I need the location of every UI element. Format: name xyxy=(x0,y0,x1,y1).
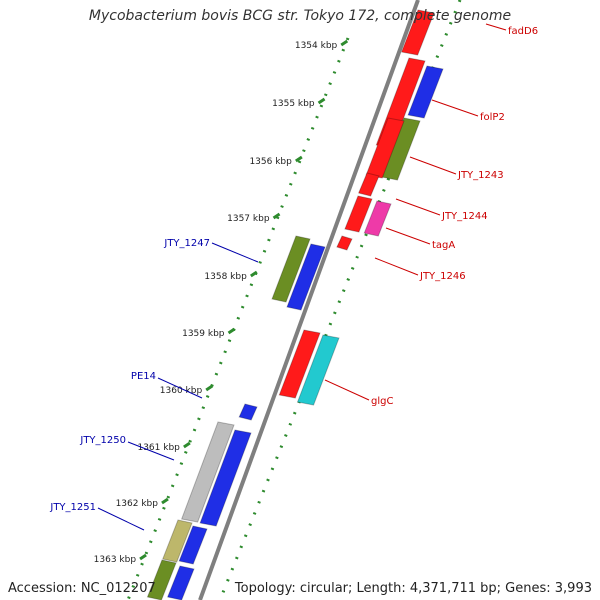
label-leader-line xyxy=(409,156,457,175)
label-leader-line xyxy=(395,198,441,216)
gene-label-pe14: PE14 xyxy=(131,371,156,382)
kbp-label: 1363 kbp xyxy=(94,555,137,565)
gene-glgC-red-arrow xyxy=(278,329,321,399)
gene-label-fadd6: fadD6 xyxy=(508,26,538,37)
gene-JTY-1244-arrow xyxy=(357,172,380,197)
gene-label-folp2: folP2 xyxy=(480,112,505,123)
kbp-tick xyxy=(227,327,236,335)
topology-label: Topology: circular; Length: 4,371,711 bp… xyxy=(234,581,592,596)
kbp-label: 1361 kbp xyxy=(137,443,180,453)
kbp-label: 1358 kbp xyxy=(204,272,247,282)
gene-label-jty-1251: JTY_1251 xyxy=(49,502,96,513)
label-leader-line xyxy=(211,242,259,263)
gene-tagA-arrow xyxy=(363,200,392,237)
gene-label-taga: tagA xyxy=(432,240,455,251)
kbp-tick xyxy=(295,155,303,163)
kbp-tick xyxy=(317,97,326,105)
map-title: Mycobacterium bovis BCG str. Tokyo 172, … xyxy=(88,8,512,24)
kbp-tick xyxy=(183,441,191,449)
gene-red-small-arrow xyxy=(344,195,373,233)
genome-backbone xyxy=(198,0,420,600)
gene-olive-lower-arrow xyxy=(146,559,177,600)
label-leader-line xyxy=(97,507,145,531)
label-leader-line xyxy=(385,227,431,245)
kbp-label: 1360 kbp xyxy=(160,386,203,396)
gene-PE14-arrow xyxy=(238,403,258,421)
kbp-label: 1362 kbp xyxy=(116,499,159,509)
gene-JTY-1251-arrow xyxy=(162,519,193,563)
gene-JTY-1247-olive-arrow xyxy=(271,235,311,303)
gene-label-glgc: glgC xyxy=(371,396,393,407)
gene-blue-bottom-arrow xyxy=(166,565,195,600)
gene-JTY-1246-arrow xyxy=(336,235,353,251)
gene-red-arrow xyxy=(365,117,405,179)
kbp-label: 1359 kbp xyxy=(182,329,225,339)
kbp-tick xyxy=(340,39,349,47)
kbp-tick xyxy=(250,270,258,278)
gene-label-jty-1247: JTY_1247 xyxy=(163,238,210,249)
gene-label-jty-1243: JTY_1243 xyxy=(457,170,504,181)
gene-label-jty-1250: JTY_1250 xyxy=(79,435,126,446)
kbp-label: 1354 kbp xyxy=(295,41,338,51)
label-leader-line xyxy=(374,257,419,276)
accession-label: Accession: NC_012207 xyxy=(8,581,156,596)
kbp-tick xyxy=(272,212,281,220)
kbp-label: 1356 kbp xyxy=(249,157,292,167)
gene-JTY-1247-arrow xyxy=(286,243,326,311)
gene-blue-lower-arrow xyxy=(178,525,208,565)
kbp-tick xyxy=(139,553,147,561)
label-leader-line xyxy=(157,377,203,399)
gene-blue-arrow xyxy=(407,65,444,119)
label-leader-line xyxy=(431,99,479,117)
gene-label-jty-1244: JTY_1244 xyxy=(441,211,488,222)
label-leader-line xyxy=(324,379,370,401)
gene-JTY-1250-gray-arrow xyxy=(180,421,235,523)
label-leader-line xyxy=(127,441,175,461)
kbp-tick xyxy=(161,497,169,505)
kbp-label: 1357 kbp xyxy=(227,214,270,224)
kbp-tick xyxy=(205,384,214,392)
gene-glgC-arrow xyxy=(296,334,340,406)
kbp-label: 1355 kbp xyxy=(272,99,315,109)
label-leader-line xyxy=(485,23,507,31)
tick-track-inner xyxy=(126,37,350,600)
gene-fadD6-arrow xyxy=(400,9,435,56)
gene-JTY-1250-arrow xyxy=(199,429,252,527)
gene-label-jty-1246: JTY_1246 xyxy=(419,271,466,282)
